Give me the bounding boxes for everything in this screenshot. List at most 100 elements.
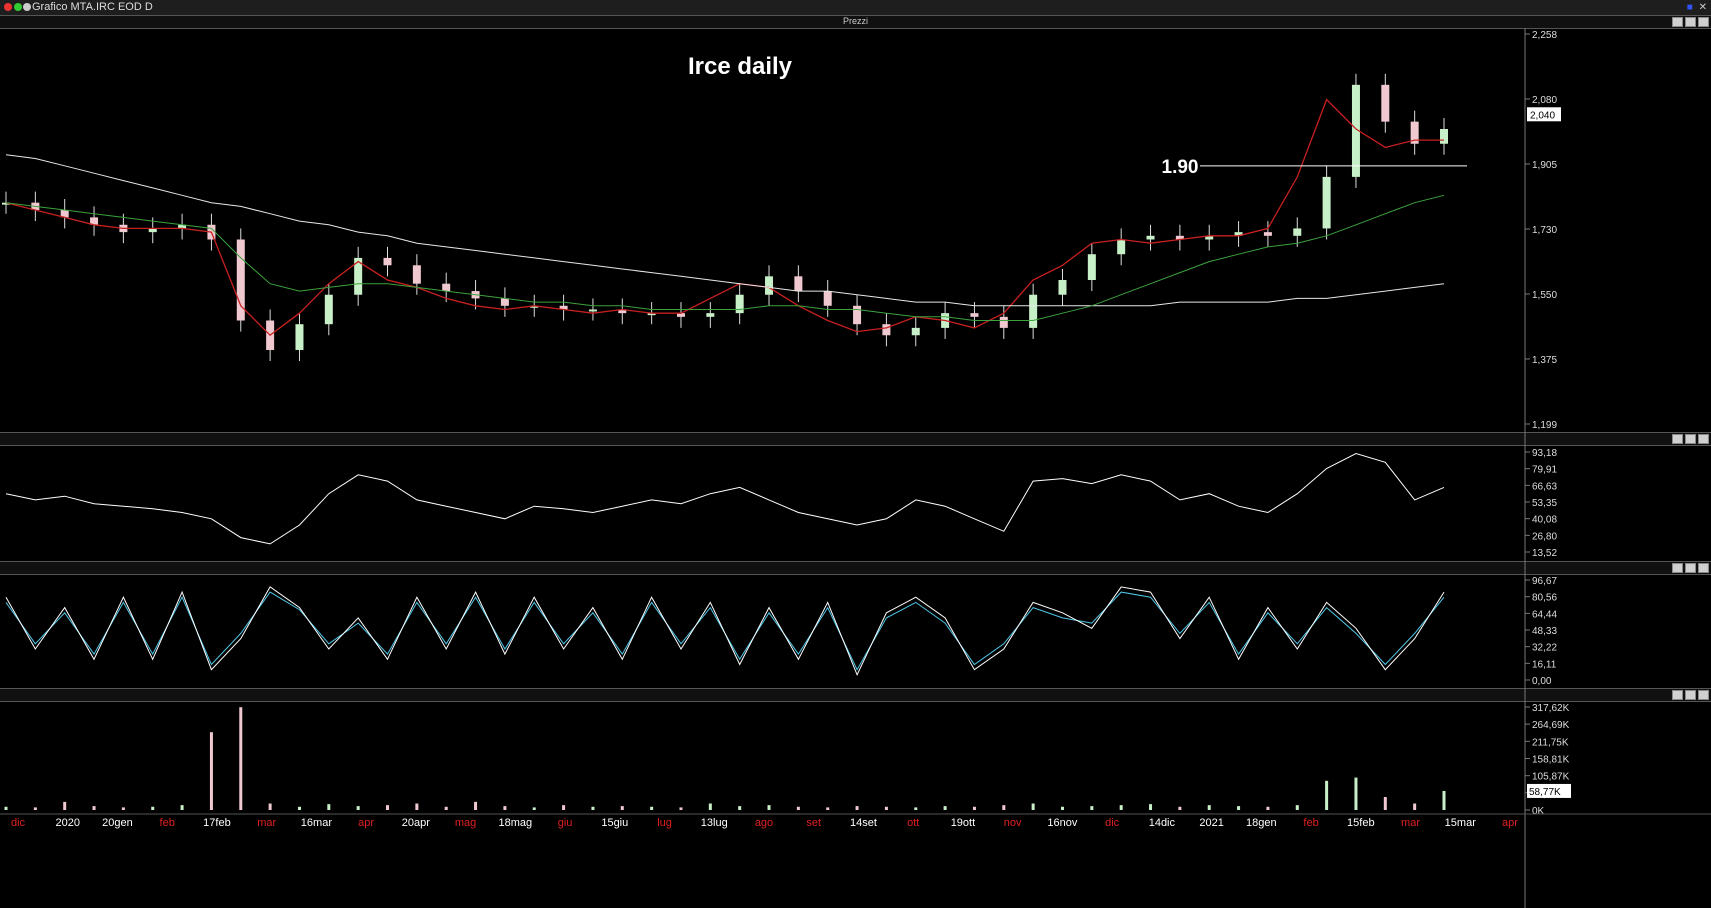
- candle-body: [823, 291, 832, 306]
- candle-body: [500, 298, 509, 306]
- volume-bar: [63, 801, 67, 810]
- candle-body: [324, 294, 333, 325]
- minimize-pane-icon[interactable]: [1672, 690, 1683, 700]
- volume-bar: [474, 801, 478, 810]
- x-axis-label: 19ott: [951, 817, 975, 829]
- x-axis-label: 15mar: [1445, 817, 1477, 829]
- restore-pane-icon[interactable]: [1685, 434, 1696, 444]
- volume-bar: [33, 807, 37, 810]
- volume-bar: [151, 806, 155, 810]
- volume-bar: [1413, 803, 1417, 810]
- volume-bar: [972, 806, 976, 810]
- x-axis-label: feb: [1303, 817, 1318, 829]
- volume-bar: [826, 807, 830, 810]
- candle-body: [647, 313, 656, 316]
- candle-body: [765, 276, 774, 295]
- window-controls: ■ ✕: [1684, 2, 1707, 13]
- volume-bar: [1207, 805, 1211, 810]
- last-volume-value: 58,77K: [1529, 787, 1561, 798]
- maximize-icon[interactable]: [14, 3, 22, 11]
- candle-body: [1146, 235, 1155, 240]
- candle-body: [1410, 121, 1419, 144]
- close-pane-icon[interactable]: [1698, 434, 1709, 444]
- ma-mid-line: [5, 154, 1445, 307]
- price-tick-label: 1,375: [1532, 355, 1557, 366]
- restore-pane-icon[interactable]: [1685, 17, 1696, 27]
- candle-body: [970, 313, 979, 317]
- candle-body: [1234, 232, 1243, 236]
- candle-body: [588, 309, 597, 312]
- minimize-pane-icon[interactable]: [1672, 17, 1683, 27]
- candle-body: [1205, 235, 1214, 240]
- volume-bar: [796, 806, 800, 810]
- stoch-tick-label: 0,00: [1532, 676, 1552, 687]
- price-tick-label: 1,730: [1532, 225, 1557, 236]
- play-icon[interactable]: [23, 3, 31, 11]
- restore-pane-icon[interactable]: [1685, 563, 1696, 573]
- x-axis-label: dic: [11, 817, 26, 829]
- volume-tick-label: 211,75K: [1532, 737, 1569, 748]
- window-color-icon[interactable]: ■: [1686, 2, 1693, 13]
- x-axis-label: 18mag: [499, 817, 533, 829]
- volume-bar: [1060, 806, 1064, 810]
- candle-body: [412, 265, 421, 284]
- candle-body: [295, 324, 304, 350]
- volume-bar: [591, 806, 595, 810]
- chart-title: Irce daily: [688, 53, 793, 80]
- minimize-pane-icon[interactable]: [1672, 434, 1683, 444]
- rsi-tick-label: 66,63: [1532, 481, 1557, 492]
- volume-bar: [1237, 806, 1241, 810]
- volume-bar: [268, 803, 272, 810]
- restore-pane-icon[interactable]: [1685, 690, 1696, 700]
- x-axis-label: 18gen: [1246, 817, 1277, 829]
- x-axis-label: ago: [755, 817, 773, 829]
- candle-body: [60, 210, 69, 218]
- candle-body: [1263, 232, 1272, 236]
- candle-body: [236, 239, 245, 321]
- candle-body: [178, 224, 187, 229]
- volume-bar: [532, 807, 536, 810]
- x-axis-label: 2021: [1199, 817, 1223, 829]
- candle-body: [853, 305, 862, 325]
- volume-pane-header: [0, 688, 1711, 702]
- x-axis-label: apr: [358, 817, 374, 829]
- candle-body: [530, 305, 539, 308]
- candle-body: [1029, 294, 1038, 328]
- candle-body: [1175, 235, 1184, 240]
- volume-bar: [1266, 806, 1270, 810]
- close-icon[interactable]: [4, 3, 12, 11]
- price-tick-label: 2,258: [1532, 30, 1557, 41]
- x-axis-label: nov: [1004, 817, 1022, 829]
- stoch-tick-label: 96,67: [1532, 576, 1557, 587]
- candle-body: [442, 283, 451, 292]
- x-axis-label: 20apr: [402, 817, 430, 829]
- volume-bar: [180, 805, 184, 810]
- last-volume-marker: [1527, 783, 1571, 798]
- candle-body: [735, 294, 744, 314]
- volume-bar: [620, 806, 624, 810]
- candle-body: [2, 202, 10, 205]
- window-title: Grafico MTA.IRC EOD D: [32, 1, 153, 13]
- minimize-pane-icon[interactable]: [1672, 563, 1683, 573]
- volume-bar: [884, 806, 888, 810]
- close-pane-icon[interactable]: [1698, 17, 1709, 27]
- price-pane-label: Prezzi: [842, 16, 868, 26]
- candle-body: [1087, 254, 1096, 281]
- last-price-marker: [1527, 107, 1561, 122]
- close-pane-icon[interactable]: [1698, 690, 1709, 700]
- volume-bar: [1149, 804, 1153, 810]
- x-axis-label: 15giu: [601, 817, 628, 829]
- candle-body: [999, 316, 1008, 328]
- stoch-tick-label: 16,11: [1532, 659, 1557, 670]
- candle-body: [1293, 228, 1302, 236]
- volume-bar: [92, 806, 96, 810]
- x-axis-label: dic: [1105, 817, 1120, 829]
- close-pane-icon[interactable]: [1698, 563, 1709, 573]
- window-close-icon[interactable]: ✕: [1698, 2, 1707, 13]
- rsi-tick-label: 26,80: [1532, 531, 1557, 542]
- price-pane-buttons: [1670, 17, 1709, 27]
- volume-tick-label: 105,87K: [1532, 772, 1570, 783]
- volume-bar: [297, 806, 301, 810]
- stoch-tick-label: 80,56: [1532, 593, 1557, 604]
